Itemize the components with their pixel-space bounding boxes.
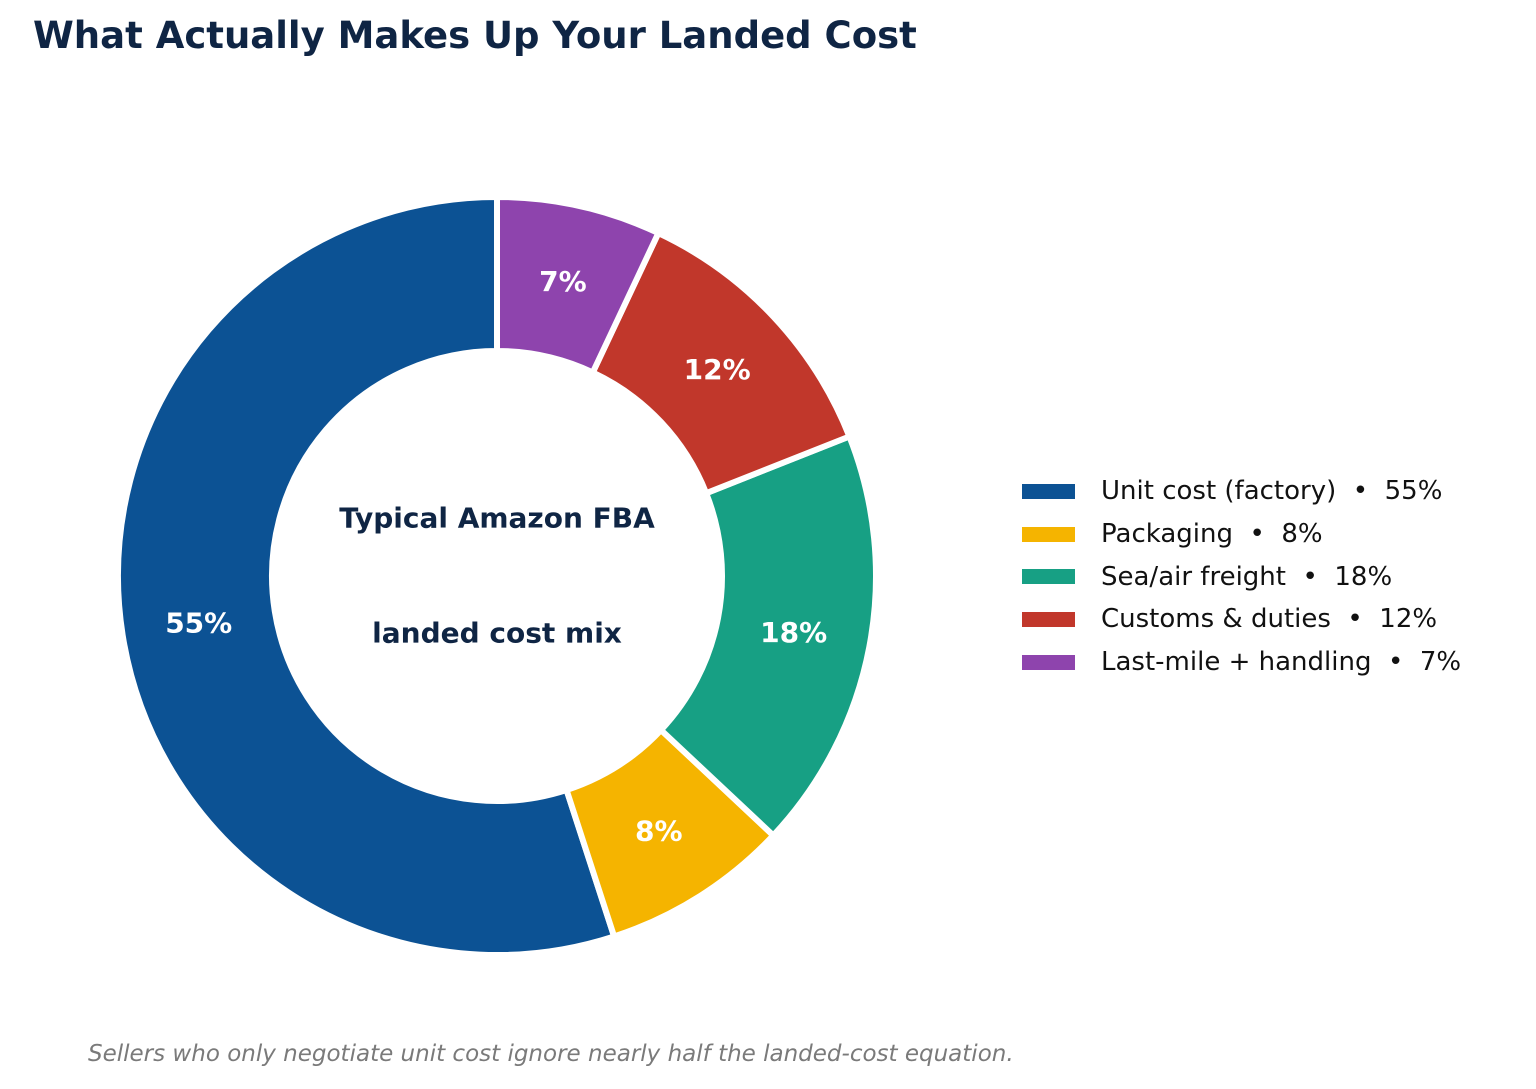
legend-item-3: Customs & duties • 12% bbox=[1022, 598, 1461, 641]
donut-slice-2 bbox=[656, 432, 879, 840]
legend-item-4: Last-mile + handling • 7% bbox=[1022, 641, 1461, 684]
center-label-line-0: Typical Amazon FBA bbox=[339, 502, 655, 535]
legend-swatch-1 bbox=[1022, 526, 1075, 542]
legend-swatch-4 bbox=[1022, 654, 1075, 670]
legend-label-3: Customs & duties • 12% bbox=[1101, 604, 1438, 635]
legend-swatch-3 bbox=[1022, 611, 1075, 627]
donut-slice-4 bbox=[494, 193, 663, 377]
donut-slice-0 bbox=[115, 193, 618, 958]
legend-swatch-0 bbox=[1022, 483, 1075, 499]
legend-label-1: Packaging • 8% bbox=[1101, 519, 1323, 550]
legend-label-2: Sea/air freight • 18% bbox=[1101, 561, 1393, 592]
slice-label-4: 7% bbox=[539, 265, 587, 298]
slice-label-0: 55% bbox=[165, 607, 232, 640]
center-label-line-1: landed cost mix bbox=[372, 617, 622, 650]
legend-item-1: Packaging • 8% bbox=[1022, 513, 1461, 556]
donut-center-label: Typical Amazon FBA landed cost mix bbox=[339, 502, 655, 650]
legend-swatch-2 bbox=[1022, 569, 1075, 585]
slice-value-labels: 55% 8% 18% 12% 7% bbox=[165, 265, 827, 848]
chart-title: What Actually Makes Up Your Landed Cost bbox=[33, 14, 917, 57]
donut-slices bbox=[115, 193, 879, 958]
chart-footnote: Sellers who only negotiate unit cost ign… bbox=[88, 1041, 1014, 1067]
donut-chart: 55% 8% 18% 12% 7% Typical Amazon FBA landed c… bbox=[115, 193, 879, 958]
legend-item-2: Sea/air freight • 18% bbox=[1022, 555, 1461, 598]
chart-legend: Unit cost (factory) • 55% Packaging • 8% S… bbox=[1022, 470, 1461, 683]
slice-label-2: 18% bbox=[760, 616, 827, 649]
legend-item-0: Unit cost (factory) • 55% bbox=[1022, 470, 1461, 513]
slice-label-1: 8% bbox=[635, 814, 683, 847]
legend-label-4: Last-mile + handling • 7% bbox=[1101, 647, 1462, 678]
slice-label-3: 12% bbox=[684, 353, 751, 386]
legend-label-0: Unit cost (factory) • 55% bbox=[1101, 476, 1443, 507]
